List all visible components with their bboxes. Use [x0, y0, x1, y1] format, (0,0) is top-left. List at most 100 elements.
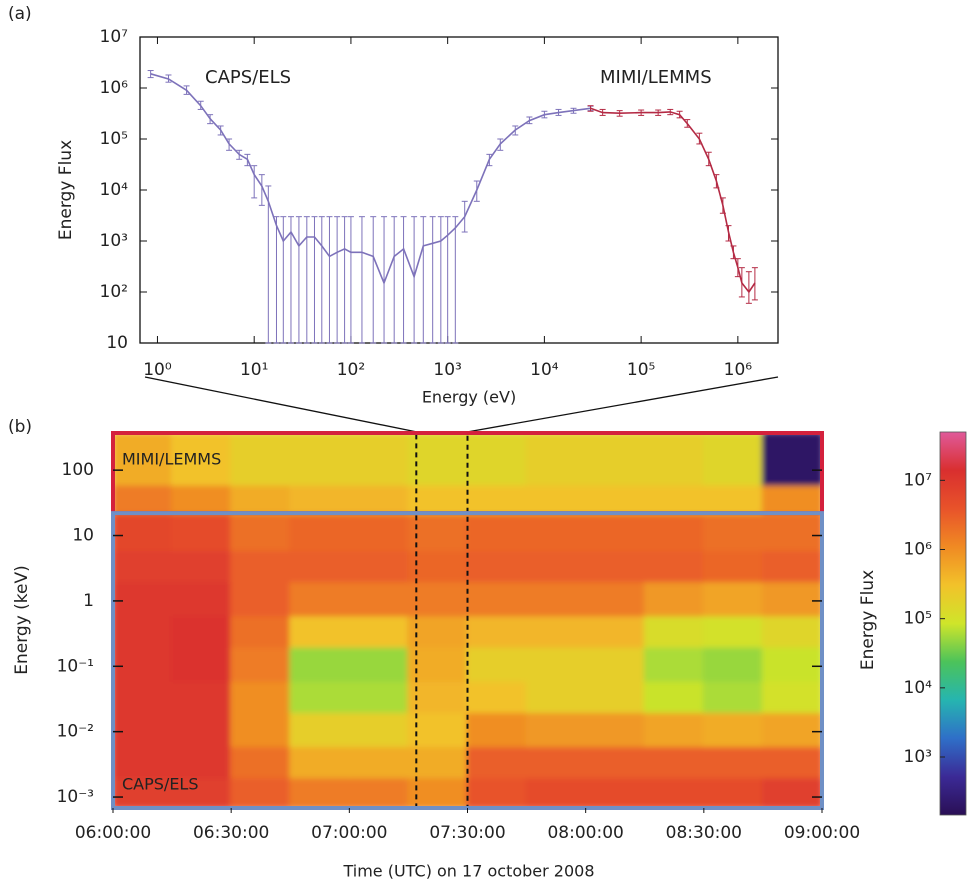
- heatmap-cell: [761, 549, 822, 583]
- heatmap-cell: [584, 745, 646, 779]
- error-bar: [265, 185, 272, 344]
- heatmap-cell: [643, 645, 705, 682]
- heatmap: [113, 433, 822, 808]
- heatmap-cell: [230, 679, 292, 713]
- heatmap-cell: [702, 679, 764, 713]
- heatmap-cell: [407, 549, 469, 583]
- heatmap-cell: [525, 614, 587, 648]
- y-tick-label: 10⁵: [100, 129, 128, 149]
- heatmap-cell: [702, 776, 764, 808]
- heatmap-cell: [761, 512, 822, 552]
- heatmap-cell: [466, 645, 528, 682]
- error-bar: [411, 216, 418, 344]
- heatmap-cell: [171, 776, 233, 808]
- heatmap-cell: [702, 549, 764, 583]
- error-bar: [358, 216, 365, 344]
- heatmap-cell: [348, 433, 410, 486]
- heatmap-cell: [171, 549, 233, 583]
- heatmap-cell: [171, 645, 233, 682]
- heatmap-cell: [348, 549, 410, 583]
- y-tick-label: 10³: [100, 231, 128, 251]
- heatmap-cell: [289, 745, 351, 779]
- heatmap-cell: [348, 645, 410, 682]
- heatmap-cell: [171, 483, 233, 515]
- x-tick-label: 10³: [433, 360, 461, 380]
- heatmap-cell: [289, 512, 351, 552]
- heatmap-cell: [113, 679, 174, 713]
- error-bar: [745, 271, 752, 304]
- y-tick-label: 10⁻²: [57, 722, 94, 742]
- heatmap-cell: [113, 483, 174, 515]
- error-bar: [273, 216, 280, 344]
- x-tick-label: 10²: [337, 360, 365, 380]
- heatmap-cell: [407, 512, 469, 552]
- heatmap-cell: [525, 710, 587, 748]
- colorbar-tick-label: 10⁷: [904, 470, 933, 490]
- y-tick-label: 10⁻¹: [57, 656, 94, 676]
- y-axis-title: Energy (keV): [12, 565, 32, 675]
- heatmap-cell: [466, 679, 528, 713]
- x-tick-label: 10⁵: [627, 360, 655, 380]
- error-bar: [311, 216, 318, 344]
- x-axis-title: Energy (eV): [422, 388, 516, 407]
- series-label: MIMI/LEMMS: [600, 67, 712, 88]
- error-bar: [326, 216, 333, 344]
- heatmap-cell: [584, 614, 646, 648]
- panel-label: (a): [8, 4, 32, 24]
- error-bar: [287, 216, 294, 344]
- heatmap-cell: [171, 433, 233, 486]
- heatmap-cell: [407, 679, 469, 713]
- heatmap-cell: [584, 433, 646, 486]
- colorbar: [939, 431, 967, 816]
- error-bar: [258, 174, 265, 206]
- heatmap-cell: [702, 512, 764, 552]
- heatmap-cell: [289, 614, 351, 648]
- heatmap-cell: [348, 483, 410, 515]
- heatmap-cell: [702, 433, 764, 486]
- error-bar: [303, 216, 310, 344]
- colorbar-tick-label: 10³: [904, 747, 932, 767]
- panel-label: (b): [8, 417, 32, 437]
- heatmap-cell: [761, 745, 822, 779]
- y-tick-label: 100: [62, 460, 94, 480]
- heatmap-cell: [407, 710, 469, 748]
- heatmap-cell: [466, 483, 528, 515]
- heatmap-cell: [466, 580, 528, 617]
- error-bar: [452, 216, 459, 344]
- heatmap-cell: [584, 512, 646, 552]
- heatmap-cell: [289, 645, 351, 682]
- heatmap-cell: [466, 549, 528, 583]
- heatmap-cell: [525, 645, 587, 682]
- heatmap-cell: [289, 549, 351, 583]
- heatmap-cell: [525, 679, 587, 713]
- x-tick-label: 08:30:00: [666, 823, 742, 843]
- heatmap-cell: [230, 645, 292, 682]
- heatmap-cell: [702, 710, 764, 748]
- error-bar: [420, 216, 427, 344]
- heatmap-cell: [407, 745, 469, 779]
- series-line: [150, 73, 591, 286]
- heatmap-cell: [761, 483, 822, 515]
- error-bar: [370, 216, 377, 344]
- heatmap-cell: [525, 512, 587, 552]
- heatmap-cell: [171, 710, 233, 748]
- x-tick-label: 10⁴: [530, 360, 559, 380]
- error-bar: [251, 165, 258, 199]
- heatmap-cell: [289, 580, 351, 617]
- heatmap-cell: [289, 483, 351, 515]
- heatmap-cell: [407, 776, 469, 808]
- heatmap-cell: [643, 580, 705, 617]
- heatmap-cell: [407, 483, 469, 515]
- heatmap-cell: [289, 679, 351, 713]
- heatmap-cell: [289, 710, 351, 748]
- heatmap-cell: [702, 745, 764, 779]
- region-label: CAPS/ELS: [122, 775, 199, 794]
- heatmap-cell: [643, 549, 705, 583]
- x-tick-label: 10⁶: [724, 360, 753, 380]
- heatmap-cell: [643, 745, 705, 779]
- heatmap-cell: [466, 745, 528, 779]
- y-tick-label: 10⁶: [100, 78, 129, 98]
- heatmap-cell: [407, 433, 469, 486]
- heatmap-cell: [230, 745, 292, 779]
